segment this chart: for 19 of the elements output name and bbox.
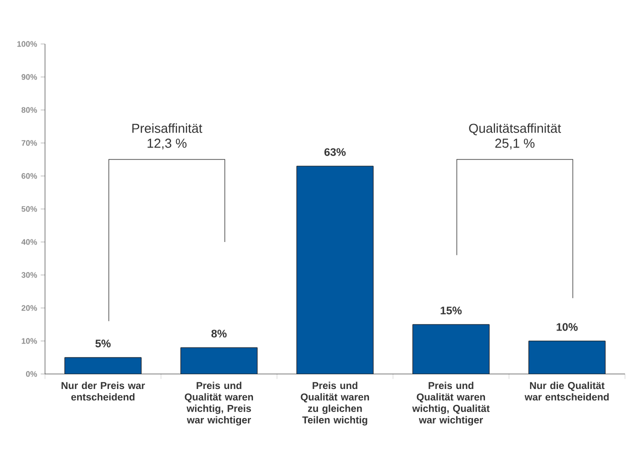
- data-label: 10%: [556, 323, 578, 331]
- data-label: 15%: [440, 306, 462, 314]
- annotation: 12,3 %: [148, 138, 186, 150]
- bar: [296, 166, 374, 374]
- bar: [180, 348, 258, 374]
- x-tick-label: Preis und Qualität waren wichtig, Qualität war wichtiger: [412, 382, 490, 426]
- data-label: 8%: [211, 330, 227, 338]
- annotation: Qualitätsaffinität: [469, 123, 562, 136]
- bar: [412, 324, 490, 374]
- x-tick-label: Preis und Qualität waren wichtig, Preis war wichtiger: [184, 382, 253, 426]
- data-label: 63%: [324, 148, 346, 156]
- x-tick-label: Nur die Qualität war entscheidend: [524, 382, 609, 401]
- x-tick-label: Nur der Preis war entscheidend: [62, 382, 145, 401]
- x-tick-label: Preis und Qualität waren zu gleichen Teilen wichtig: [300, 382, 369, 426]
- bar: [528, 340, 606, 374]
- bar: [64, 357, 142, 374]
- data-label: 5%: [95, 340, 111, 348]
- annotation: 25,1 %: [495, 138, 534, 150]
- annotation: Preisaffinität: [132, 123, 202, 133]
